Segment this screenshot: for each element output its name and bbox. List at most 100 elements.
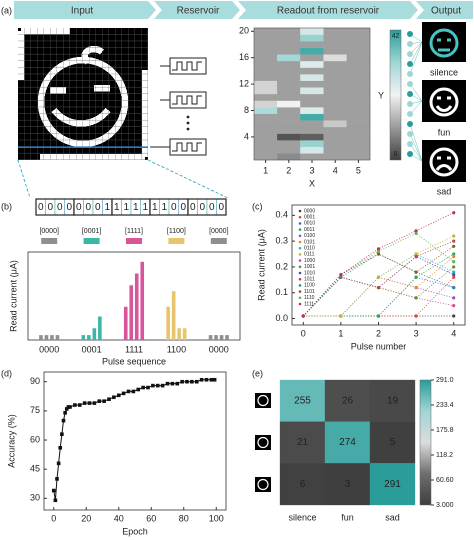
heatmap-cell bbox=[300, 146, 324, 154]
cell-label: 6 bbox=[300, 479, 306, 490]
readout-link bbox=[409, 41, 423, 65]
marker bbox=[452, 211, 456, 215]
legend-label: 1111 bbox=[304, 301, 314, 307]
bar bbox=[129, 285, 134, 340]
marker bbox=[452, 265, 456, 269]
marker bbox=[82, 401, 87, 405]
heatmap-cell bbox=[253, 126, 278, 134]
marker bbox=[185, 379, 189, 384]
legend-label: 0010 bbox=[304, 221, 315, 227]
marker bbox=[194, 379, 199, 384]
readout-node bbox=[407, 131, 413, 137]
heatmap-cell bbox=[277, 87, 301, 95]
legend-label: 1100 bbox=[304, 283, 315, 289]
panel-letter: (d) bbox=[1, 368, 12, 378]
matrix-cell bbox=[369, 463, 416, 506]
bar bbox=[214, 335, 218, 340]
header-arrow bbox=[14, 1, 156, 19]
series-line bbox=[303, 246, 454, 317]
heatmap-cell bbox=[277, 67, 301, 75]
reservoir-node bbox=[160, 57, 207, 75]
y-tick-label: 0.1 bbox=[275, 287, 288, 297]
heatmap-cell bbox=[323, 47, 347, 55]
panel-letter: (a) bbox=[1, 5, 12, 15]
output-label: silence bbox=[430, 67, 458, 77]
heatmap-cell bbox=[277, 60, 301, 68]
header-arrow bbox=[154, 1, 240, 19]
marker bbox=[452, 255, 456, 259]
legend-marker bbox=[298, 215, 302, 219]
readout-node bbox=[407, 141, 413, 147]
heatmap-cell bbox=[323, 67, 347, 75]
heatmap-cell bbox=[277, 100, 301, 108]
heatmap-cell bbox=[346, 67, 371, 75]
bar bbox=[87, 335, 91, 340]
marker bbox=[64, 407, 69, 411]
marker bbox=[92, 401, 97, 405]
bar bbox=[55, 335, 60, 340]
marker bbox=[376, 314, 381, 318]
matrix-cell bbox=[369, 421, 416, 464]
output-label: sad bbox=[437, 186, 452, 196]
heatmap-cell bbox=[346, 120, 371, 128]
series-line bbox=[303, 253, 454, 317]
bit: 0 bbox=[199, 202, 205, 213]
y-tick-label: 75 bbox=[30, 405, 40, 415]
series-line bbox=[303, 276, 454, 317]
heatmap-cell bbox=[253, 100, 278, 108]
heatmap-cell bbox=[300, 120, 324, 128]
bit: 0 bbox=[209, 202, 215, 213]
plot-frame bbox=[43, 371, 227, 511]
legend-label: 1101 bbox=[304, 289, 315, 295]
heatmap-cell bbox=[277, 27, 301, 35]
marker bbox=[414, 275, 418, 279]
header-label: Readout from reservoir bbox=[277, 6, 380, 17]
x-tick-label: 0 bbox=[51, 513, 56, 523]
legend-label: 0001 bbox=[304, 215, 315, 221]
x-tick-label: 5 bbox=[356, 165, 361, 175]
colorbar-tick-label: 3.000 bbox=[436, 502, 454, 509]
bar bbox=[208, 335, 213, 340]
heatmap-cell bbox=[300, 34, 324, 42]
marker bbox=[452, 296, 456, 300]
group-swatch bbox=[83, 238, 100, 244]
readout-node bbox=[407, 41, 413, 47]
matrix-row-icons bbox=[255, 393, 271, 492]
marker bbox=[136, 387, 141, 392]
marker bbox=[131, 389, 136, 394]
readout-link bbox=[409, 123, 423, 162]
marker bbox=[414, 296, 418, 300]
x-axis-label: X bbox=[309, 178, 315, 188]
marker bbox=[339, 273, 343, 277]
x-tick-label: silence bbox=[288, 512, 316, 522]
colorbar-tick-label: 8 bbox=[394, 151, 398, 158]
cell-label: 21 bbox=[297, 437, 309, 448]
heatmap-cell bbox=[346, 153, 371, 161]
heatmap-cell bbox=[323, 93, 347, 101]
marker bbox=[452, 260, 456, 264]
matrix-cell bbox=[279, 463, 326, 506]
heatmap-cell bbox=[277, 41, 301, 48]
heatmap-cell bbox=[253, 120, 278, 128]
heatmap-cell bbox=[300, 80, 324, 88]
marker bbox=[301, 314, 305, 318]
heatmap-cell bbox=[253, 74, 278, 81]
marker bbox=[414, 270, 418, 274]
marker bbox=[68, 405, 72, 409]
heatmap-cell bbox=[277, 47, 301, 55]
bit: 1 bbox=[161, 202, 167, 213]
marker bbox=[63, 411, 67, 415]
panel-letter: (e) bbox=[252, 368, 263, 378]
heatmap-cell bbox=[323, 54, 347, 62]
legend-marker bbox=[298, 228, 302, 231]
reservoir bbox=[150, 57, 207, 156]
matrix-cell bbox=[369, 379, 416, 422]
heatmap-cell bbox=[323, 146, 347, 154]
heatmap-cell bbox=[300, 60, 324, 68]
x-tick-label: 1 bbox=[338, 328, 343, 338]
bar bbox=[44, 335, 49, 340]
heatmap-cell bbox=[277, 140, 301, 147]
marker bbox=[414, 231, 418, 235]
legend-marker bbox=[298, 240, 302, 244]
heatmap-cell bbox=[346, 27, 371, 35]
